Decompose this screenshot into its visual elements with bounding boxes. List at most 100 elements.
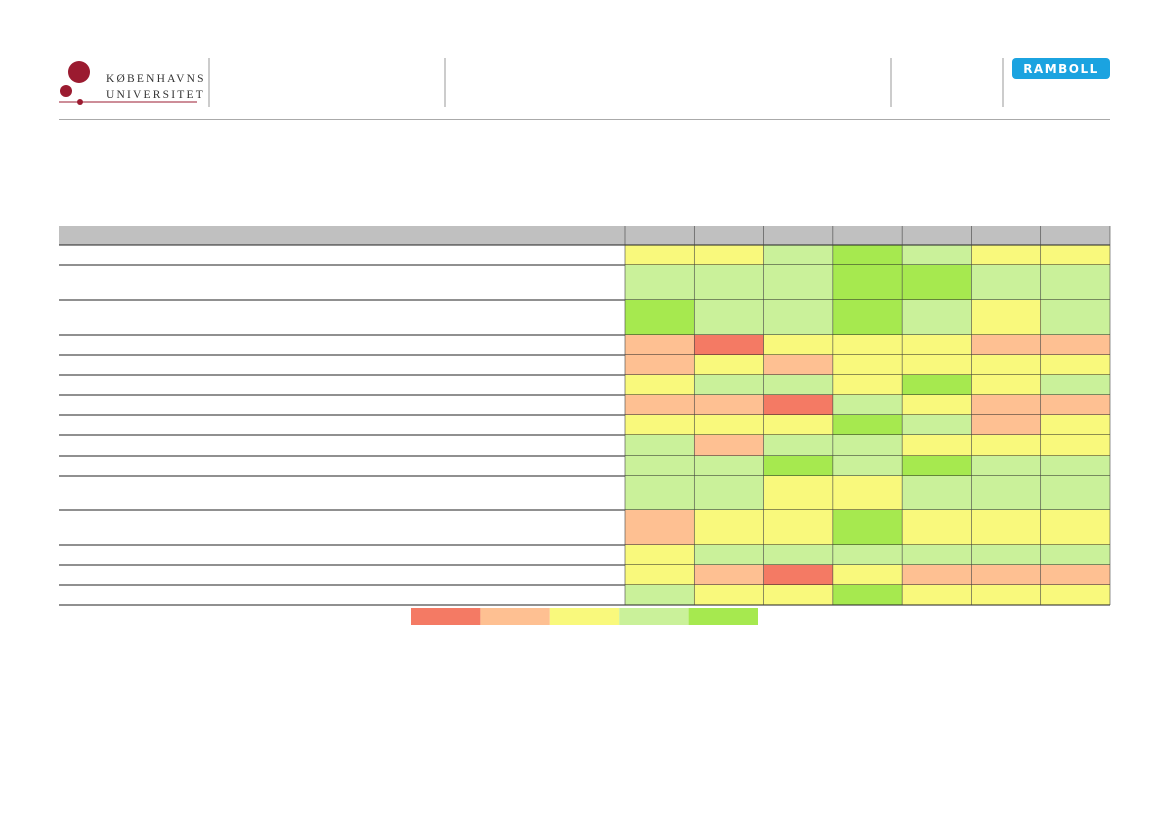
cell	[625, 585, 695, 605]
cell	[832, 585, 903, 605]
cell	[902, 335, 972, 355]
cell	[1040, 395, 1110, 415]
cell	[1040, 355, 1110, 375]
legend-swatch	[688, 608, 758, 625]
cell	[902, 565, 972, 585]
cell	[902, 545, 972, 565]
cell	[625, 335, 695, 355]
cell	[694, 395, 764, 415]
cell	[625, 245, 695, 265]
cell	[1040, 565, 1110, 585]
cell	[971, 395, 1041, 415]
cell	[832, 435, 903, 456]
cell	[832, 415, 903, 435]
cell	[763, 245, 833, 265]
cell	[1040, 476, 1110, 510]
cell	[902, 435, 972, 456]
cell	[694, 355, 764, 375]
university-name: KØBENHAVNS	[106, 73, 206, 85]
cell	[763, 585, 833, 605]
cell	[832, 456, 903, 476]
cell	[763, 476, 833, 510]
cell	[832, 565, 903, 585]
cell	[625, 545, 695, 565]
cell	[763, 355, 833, 375]
cell	[694, 265, 764, 300]
cell	[902, 300, 972, 335]
cell	[1040, 435, 1110, 456]
cell	[971, 415, 1041, 435]
cell	[625, 355, 695, 375]
cell	[763, 545, 833, 565]
cell	[971, 476, 1041, 510]
cell	[832, 375, 903, 395]
legend-swatch	[480, 608, 550, 625]
cell	[625, 435, 695, 456]
cell	[763, 300, 833, 335]
header-dividers	[208, 58, 1004, 107]
cell	[971, 300, 1041, 335]
cell	[694, 375, 764, 395]
cell	[694, 456, 764, 476]
university-logo: KØBENHAVNS UNIVERSITET	[59, 61, 206, 105]
cell	[694, 335, 764, 355]
cell	[1040, 585, 1110, 605]
cell	[763, 435, 833, 456]
cell	[694, 245, 764, 265]
cell	[832, 300, 903, 335]
cell	[763, 395, 833, 415]
cell	[1040, 335, 1110, 355]
legend	[411, 608, 758, 625]
legend-swatch	[411, 608, 481, 625]
cell	[763, 565, 833, 585]
cell	[694, 435, 764, 456]
cell	[625, 456, 695, 476]
cell	[1040, 375, 1110, 395]
cell	[832, 510, 903, 545]
cell	[1040, 510, 1110, 545]
cell	[971, 585, 1041, 605]
cell	[971, 435, 1041, 456]
cell	[971, 565, 1041, 585]
cell	[625, 510, 695, 545]
cell	[1040, 545, 1110, 565]
cell	[625, 565, 695, 585]
cell	[1040, 456, 1110, 476]
cell	[902, 395, 972, 415]
cell	[1040, 265, 1110, 300]
cell	[1040, 415, 1110, 435]
cell	[902, 456, 972, 476]
cell	[763, 510, 833, 545]
cell	[902, 585, 972, 605]
cell	[971, 510, 1041, 545]
cell	[832, 395, 903, 415]
cell	[694, 585, 764, 605]
table	[59, 226, 1111, 606]
cell	[694, 476, 764, 510]
cell	[1040, 245, 1110, 265]
header-row	[59, 226, 1110, 245]
cell	[625, 476, 695, 510]
cell	[625, 415, 695, 435]
cell	[694, 545, 764, 565]
cell	[902, 476, 972, 510]
cell	[832, 476, 903, 510]
legend-swatch	[549, 608, 620, 625]
cell	[625, 375, 695, 395]
cell	[971, 335, 1041, 355]
cell	[902, 355, 972, 375]
cell	[971, 265, 1041, 300]
cell	[832, 355, 903, 375]
cell	[694, 565, 764, 585]
cell	[832, 265, 903, 300]
cell	[902, 510, 972, 545]
cell	[832, 545, 903, 565]
cell	[832, 245, 903, 265]
cell	[625, 300, 695, 335]
cell	[971, 355, 1041, 375]
cell	[694, 510, 764, 545]
cell	[902, 245, 972, 265]
cell	[971, 375, 1041, 395]
